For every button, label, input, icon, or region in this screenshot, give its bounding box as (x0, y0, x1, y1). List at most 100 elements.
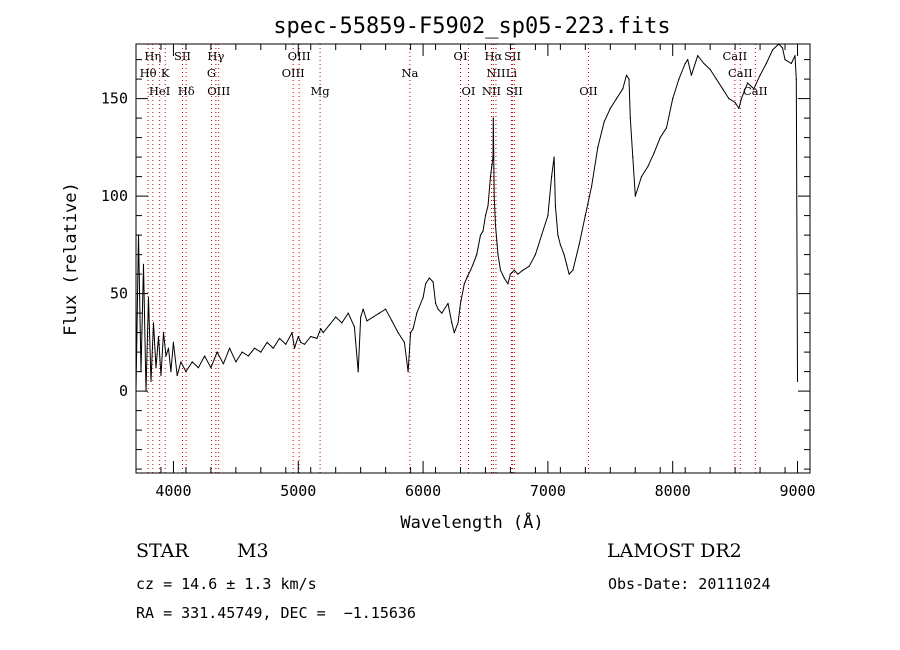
data-point (152, 322, 155, 324)
data-point (457, 322, 459, 324)
data-point (479, 234, 482, 236)
data-point (397, 332, 399, 334)
data-point (615, 98, 618, 100)
data-point (482, 230, 484, 232)
data-point (362, 308, 364, 310)
data-point (293, 347, 296, 349)
data-point (170, 371, 172, 373)
data-point (357, 371, 359, 373)
data-point (628, 78, 630, 80)
data-point (625, 74, 628, 76)
data-point (316, 337, 318, 340)
data-point (759, 74, 761, 76)
data-point (734, 101, 736, 104)
data-point (320, 328, 322, 330)
line-marker-label: OIII (207, 84, 230, 98)
data-point (266, 341, 268, 343)
data-point (372, 316, 374, 318)
line-marker-label: Hα (484, 49, 502, 63)
data-point (728, 98, 730, 100)
line-marker-label: OI (462, 84, 476, 98)
data-point (509, 273, 512, 275)
y-tick-label: 100 (101, 187, 128, 205)
data-point (453, 332, 455, 334)
data-point (360, 316, 362, 318)
line-marker-label: HeI (149, 84, 170, 98)
data-point (403, 341, 405, 343)
plot-frame (135, 43, 811, 474)
data-point (391, 320, 393, 322)
data-point (463, 283, 465, 285)
data-point (378, 312, 380, 314)
line-marker-label: CaII (728, 66, 753, 80)
data-point (578, 244, 580, 246)
x-tick-label: 9000 (779, 482, 815, 500)
x-tick-label: 4000 (155, 482, 191, 500)
data-point (278, 337, 281, 340)
data-point (297, 335, 299, 338)
data-point (659, 137, 661, 139)
data-point (142, 263, 145, 265)
line-marker-label: OIII (282, 66, 305, 80)
data-point (672, 98, 674, 100)
data-point (653, 152, 655, 154)
data-point (180, 361, 182, 363)
data-point (412, 328, 414, 330)
data-point (492, 156, 494, 158)
y-tick-label: 50 (110, 285, 128, 303)
data-point (424, 283, 427, 285)
data-point (494, 224, 497, 226)
data-point (322, 332, 324, 334)
line-marker-label: NII (482, 84, 501, 98)
data-point (447, 302, 449, 304)
data-point (647, 166, 649, 168)
data-point (697, 55, 699, 57)
line-marker-label: Hγ (207, 49, 224, 63)
data-point (466, 277, 468, 279)
data-point (476, 254, 478, 256)
data-point (568, 273, 570, 275)
observation-date: Obs-Date: 20111024 (608, 575, 771, 593)
data-point (597, 146, 599, 148)
data-point (328, 324, 331, 326)
data-point (553, 156, 555, 158)
data-point (687, 59, 689, 61)
data-point (740, 98, 742, 100)
data-point (353, 326, 356, 328)
data-point (609, 107, 611, 109)
data-point (222, 363, 224, 365)
data-point (790, 62, 792, 65)
data-point (678, 78, 680, 80)
line-marker-label: Hη (144, 49, 161, 63)
data-point (409, 332, 412, 334)
data-point (432, 281, 434, 283)
y-tick-label: 0 (119, 382, 128, 400)
data-point (167, 347, 170, 349)
data-point (291, 332, 293, 334)
data-point (493, 195, 495, 197)
data-point (513, 269, 515, 271)
data-point (235, 361, 237, 363)
data-point (303, 343, 306, 345)
data-point (640, 176, 643, 178)
data-point (285, 343, 287, 345)
data-point (341, 322, 343, 324)
data-point (796, 380, 799, 382)
survey-label: LAMOST DR2 (607, 540, 742, 562)
data-point (622, 88, 624, 90)
redshift-cz: cz = 14.6 ± 1.3 km/s (136, 575, 317, 593)
data-point (459, 302, 462, 304)
line-marker-label: Li (506, 66, 518, 80)
data-point (753, 88, 755, 90)
data-point (703, 62, 705, 65)
line-marker-label: SII (174, 49, 191, 63)
data-point (229, 347, 231, 349)
data-point (241, 351, 243, 353)
line-marker-label: OII (579, 84, 598, 98)
axes-ticks: 4000 5000 6000 7000 8000 9000 0 50 100 150 (101, 44, 816, 500)
data-point (441, 312, 443, 314)
data-point (366, 320, 368, 322)
data-point (709, 68, 711, 70)
